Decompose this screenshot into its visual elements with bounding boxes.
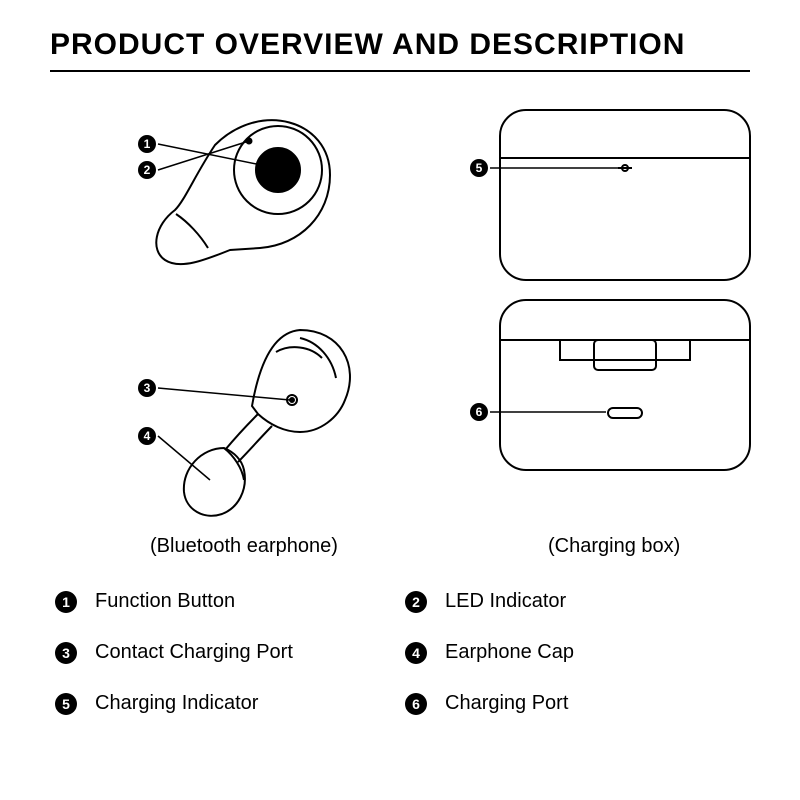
legend-item-1: 1 Function Button bbox=[55, 590, 405, 613]
legend-num-1: 1 bbox=[55, 591, 77, 613]
legend: 1 Function Button 2 LED Indicator 3 Cont… bbox=[55, 590, 755, 743]
charging-box-top-icon bbox=[500, 110, 750, 280]
legend-num-3: 3 bbox=[55, 642, 77, 664]
caption-earphone: (Bluetooth earphone) bbox=[150, 535, 338, 558]
legend-item-2: 2 LED Indicator bbox=[405, 590, 755, 613]
legend-label-2: LED Indicator bbox=[445, 590, 566, 613]
earbud-side-icon bbox=[184, 330, 350, 516]
callout-5: 5 bbox=[470, 159, 488, 177]
legend-row: 1 Function Button 2 LED Indicator bbox=[55, 590, 755, 613]
caption-chargingbox: (Charging box) bbox=[548, 535, 680, 558]
charging-box-bottom-icon bbox=[500, 300, 750, 470]
legend-num-6: 6 bbox=[405, 693, 427, 715]
legend-num-2: 2 bbox=[405, 591, 427, 613]
callout-6: 6 bbox=[470, 403, 488, 421]
legend-label-6: Charging Port bbox=[445, 692, 568, 715]
legend-row: 3 Contact Charging Port 4 Earphone Cap bbox=[55, 641, 755, 664]
legend-num-5: 5 bbox=[55, 693, 77, 715]
legend-row: 5 Charging Indicator 6 Charging Port bbox=[55, 692, 755, 715]
legend-item-4: 4 Earphone Cap bbox=[405, 641, 755, 664]
legend-item-5: 5 Charging Indicator bbox=[55, 692, 405, 715]
callout-3: 3 bbox=[138, 379, 156, 397]
callout-2: 2 bbox=[138, 161, 156, 179]
legend-label-3: Contact Charging Port bbox=[95, 641, 293, 664]
legend-num-4: 4 bbox=[405, 642, 427, 664]
legend-item-6: 6 Charging Port bbox=[405, 692, 755, 715]
callout-4: 4 bbox=[138, 427, 156, 445]
callout-1: 1 bbox=[138, 135, 156, 153]
legend-label-5: Charging Indicator bbox=[95, 692, 258, 715]
legend-label-1: Function Button bbox=[95, 590, 235, 613]
legend-label-4: Earphone Cap bbox=[445, 641, 574, 664]
diagram-svg bbox=[0, 0, 800, 560]
page: PRODUCT OVERVIEW AND DESCRIPTION bbox=[0, 0, 800, 800]
legend-item-3: 3 Contact Charging Port bbox=[55, 641, 405, 664]
earbud-top-icon bbox=[156, 120, 330, 264]
